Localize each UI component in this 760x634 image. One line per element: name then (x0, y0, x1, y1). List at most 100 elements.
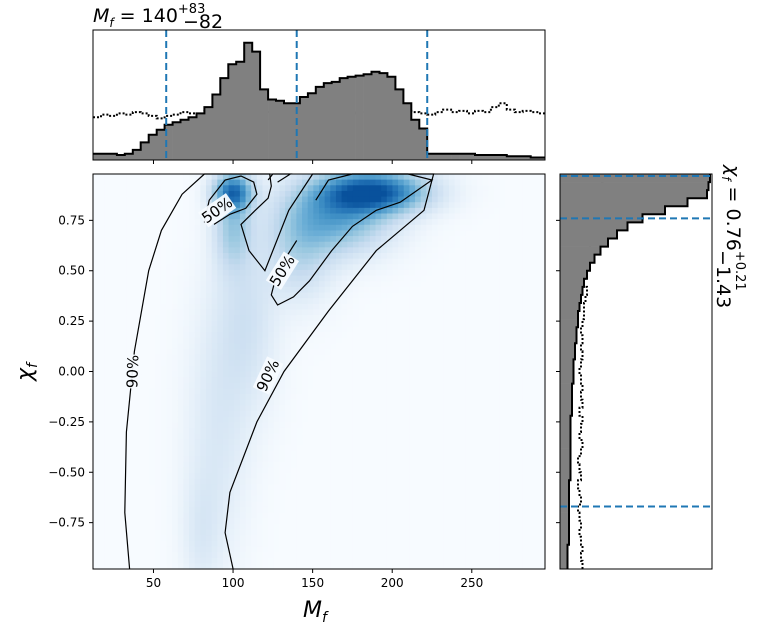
heatmap-cell (364, 241, 371, 248)
heatmap-cell (341, 275, 348, 282)
heatmap-cell (183, 456, 190, 463)
heatmap-cell (392, 202, 399, 209)
heatmap-cell (245, 315, 252, 322)
heatmap-cell (443, 258, 450, 265)
heatmap-cell (251, 484, 258, 491)
heatmap-cell (262, 484, 269, 491)
heatmap-cell (302, 315, 309, 322)
heatmap-cell (143, 399, 151, 406)
heatmap-cell (126, 286, 134, 294)
heatmap-cell (335, 337, 343, 344)
heatmap-cell (239, 298, 247, 305)
heatmap-cell (239, 461, 247, 469)
heatmap-cell (375, 258, 382, 265)
heatmap-cell (206, 416, 213, 423)
heatmap-cell (109, 495, 117, 502)
heatmap-cell (398, 174, 405, 181)
heatmap-cell (432, 473, 439, 480)
heatmap-cell (234, 298, 241, 305)
heatmap-cell (104, 219, 111, 226)
heatmap-cell (352, 563, 360, 570)
heatmap-cell (132, 473, 139, 480)
heatmap-cell (482, 461, 490, 469)
heatmap-cell (155, 557, 162, 564)
heatmap-cell (415, 495, 422, 502)
heatmap-cell (93, 473, 100, 480)
heatmap-cell (482, 315, 490, 322)
heatmap-cell (228, 422, 235, 429)
heatmap-cell (369, 174, 377, 181)
heatmap-cell (296, 326, 303, 333)
top-histogram-bar (395, 89, 404, 160)
heatmap-cell (222, 394, 230, 401)
heatmap-cell (172, 320, 179, 327)
heatmap-cell (381, 332, 388, 339)
heatmap-cell (160, 269, 168, 277)
heatmap-cell (448, 546, 456, 553)
heatmap-cell (296, 185, 303, 192)
heatmap-cell (302, 563, 309, 570)
heatmap-cell (234, 185, 241, 192)
heatmap-cell (477, 484, 484, 491)
heatmap-cell (443, 207, 450, 215)
heatmap-cell (409, 326, 416, 333)
heatmap-cell (319, 264, 326, 271)
heatmap-cell (454, 348, 461, 356)
heatmap-cell (437, 557, 444, 564)
heatmap-cell (313, 213, 320, 220)
heatmap-cell (443, 416, 450, 423)
heatmap-cell (98, 478, 105, 485)
heatmap-cell (109, 360, 117, 367)
heatmap-cell (155, 518, 162, 525)
heatmap-cell (93, 207, 100, 215)
heatmap-cell (262, 422, 269, 429)
heatmap-cell (324, 360, 331, 367)
heatmap-cell (403, 506, 410, 514)
heatmap-cell (432, 371, 439, 378)
heatmap-cell (143, 563, 151, 570)
heatmap-cell (115, 332, 122, 339)
heatmap-cell (177, 450, 184, 457)
heatmap-cell (149, 563, 156, 570)
heatmap-cell (155, 535, 162, 542)
heatmap-cell (245, 337, 252, 344)
heatmap-cell (296, 292, 303, 299)
heatmap-cell (143, 292, 151, 299)
heatmap-cell (443, 326, 450, 333)
heatmap-cell (386, 354, 394, 361)
heatmap-cell (245, 506, 252, 514)
heatmap-cell (217, 456, 224, 463)
heatmap-cell (177, 399, 184, 406)
heatmap-cell (285, 529, 292, 536)
heatmap-cell (415, 292, 422, 299)
heatmap-cell (290, 416, 297, 423)
heatmap-cell (109, 416, 117, 423)
heatmap-cell (437, 196, 444, 203)
heatmap-cell (98, 388, 105, 395)
heatmap-cell (132, 529, 139, 536)
heatmap-cell (426, 292, 433, 299)
heatmap-cell (324, 332, 331, 339)
heatmap-cell (364, 269, 371, 277)
heatmap-cell (183, 224, 190, 232)
heatmap-cell (454, 540, 461, 548)
heatmap-cell (403, 303, 410, 311)
heatmap-cell (189, 529, 196, 536)
heatmap-cell (149, 427, 156, 435)
heatmap-cell (403, 495, 410, 502)
heatmap-cell (121, 461, 128, 469)
heatmap-cell (307, 286, 314, 294)
heatmap-cell (217, 563, 224, 570)
heatmap-cell (392, 552, 399, 559)
heatmap-cell (307, 292, 314, 299)
heatmap-cell (234, 394, 241, 401)
heatmap-cell (426, 337, 433, 344)
heatmap-cell (211, 456, 218, 463)
heatmap-cell (335, 394, 343, 401)
heatmap-cell (239, 467, 247, 474)
heatmap-cell (437, 411, 444, 418)
heatmap-cell (341, 332, 348, 339)
heatmap-cell (206, 478, 213, 485)
heatmap-cell (369, 371, 377, 378)
heatmap-cell (166, 377, 173, 384)
